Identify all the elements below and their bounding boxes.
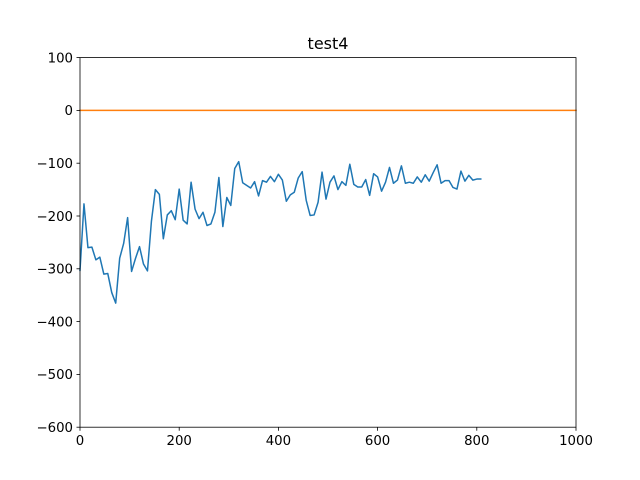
- chart-title: test4: [308, 34, 349, 53]
- x-tick-label: 1000: [559, 434, 593, 449]
- x-axis: 0 200 400 600 800 1000: [76, 427, 593, 449]
- series-line-1: [79, 160, 482, 304]
- y-tick-label: 100: [48, 51, 73, 66]
- x-tick-label: 400: [266, 434, 291, 449]
- plot-frame: [79, 57, 577, 428]
- x-tick-label: 600: [365, 434, 390, 449]
- y-tick-label: −300: [36, 263, 73, 278]
- y-tick-label: 0: [65, 104, 73, 119]
- x-tick-label: 800: [464, 434, 489, 449]
- y-tick-label: −400: [36, 315, 73, 330]
- y-tick-label: −500: [36, 368, 73, 383]
- y-tick-label: −600: [36, 421, 73, 436]
- x-tick-label: 0: [76, 434, 84, 449]
- series-layer: [79, 109, 577, 304]
- x-tick-label: 200: [167, 434, 192, 449]
- y-tick-label: −200: [36, 210, 73, 225]
- plot-area: [80, 57, 576, 428]
- y-axis: 100 0 −100 −200 −300 −400 −500 −600: [36, 51, 80, 436]
- y-tick-label: −100: [36, 157, 73, 172]
